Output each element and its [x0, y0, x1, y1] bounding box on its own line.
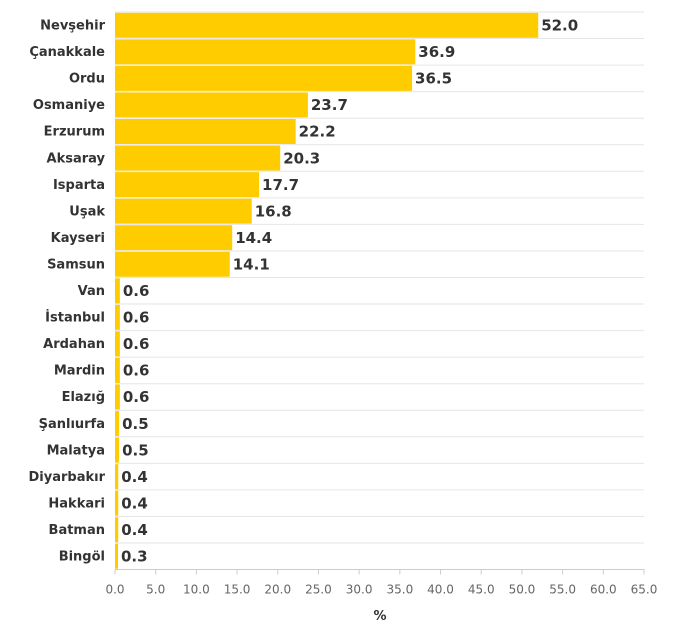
category-label: Uşak: [69, 204, 105, 219]
bar: [115, 39, 416, 65]
value-label: 0.6: [123, 388, 150, 406]
x-tick-label: 35.0: [386, 583, 413, 597]
bar: [115, 304, 120, 330]
category-label: Hakkari: [48, 496, 105, 511]
bar: [115, 437, 120, 463]
value-label: 0.4: [121, 494, 148, 512]
value-label: 14.4: [235, 229, 272, 247]
bar: [115, 543, 118, 569]
category-label: Samsun: [47, 257, 105, 272]
bars: [115, 12, 539, 569]
bar: [115, 12, 539, 38]
x-tick-label: 5.0: [146, 583, 165, 597]
x-axis-title: %: [373, 609, 386, 624]
value-label: 23.7: [311, 96, 348, 114]
bar: [115, 225, 233, 251]
value-label: 0.4: [121, 468, 148, 486]
value-label: 0.4: [121, 521, 148, 539]
category-label: Nevşehir: [40, 19, 105, 34]
category-label: Çanakkale: [29, 45, 105, 60]
value-label: 14.1: [233, 255, 270, 273]
value-label: 0.3: [121, 548, 148, 566]
bar: [115, 411, 120, 437]
category-label: Malatya: [47, 443, 105, 458]
value-label: 16.8: [255, 202, 292, 220]
category-label: İstanbul: [45, 310, 105, 326]
bar: [115, 517, 119, 543]
category-label: Ordu: [69, 72, 105, 87]
category-label: Şanlıurfa: [39, 417, 105, 432]
bar: [115, 490, 119, 516]
value-label: 22.2: [299, 123, 336, 141]
category-label: Kayseri: [51, 231, 105, 246]
category-label: Bingöl: [59, 550, 105, 565]
bar: [115, 464, 119, 490]
gridlines: [115, 11, 644, 571]
category-label: Isparta: [53, 178, 105, 193]
category-labels: Nevşehir Çanakkale Ordu Osmaniye Erzurum Aksa…: [29, 19, 106, 565]
category-label: Mardin: [54, 364, 105, 379]
x-axis-ticks: 0.0 5.0 10.0 15.0 20.0 25.0 30.0 35.0 40.0 45.0 50…: [105, 569, 658, 597]
x-tick-label: 50.0: [509, 583, 536, 597]
value-label: 17.7: [262, 176, 299, 194]
value-label: 36.5: [415, 70, 452, 88]
x-tick-label: 20.0: [264, 583, 291, 597]
x-tick-label: 60.0: [590, 583, 617, 597]
bar: [115, 145, 281, 171]
bar: [115, 65, 413, 91]
x-tick-label: 55.0: [549, 583, 576, 597]
category-label: Batman: [49, 523, 105, 538]
x-tick-label: 40.0: [427, 583, 454, 597]
value-label: 0.6: [123, 282, 150, 300]
x-tick-label: 65.0: [631, 583, 658, 597]
bar: [115, 92, 308, 118]
bar: [115, 172, 260, 198]
bar: [115, 251, 230, 277]
value-label: 52.0: [541, 17, 578, 35]
value-label: 36.9: [418, 43, 455, 61]
value-labels: 52.0 36.9 36.5 23.7 22.2 20.3 17.7 16.8 14.4 14.1…: [121, 17, 578, 566]
bar: [115, 278, 120, 304]
value-label: 0.5: [122, 441, 149, 459]
value-label: 0.6: [123, 309, 150, 327]
category-label: Elazığ: [62, 390, 105, 405]
x-tick-label: 45.0: [468, 583, 495, 597]
value-label: 20.3: [283, 149, 320, 167]
category-label: Aksaray: [47, 151, 106, 166]
category-label: Erzurum: [44, 125, 105, 140]
bar: [115, 119, 296, 144]
x-tick-label: 15.0: [224, 583, 251, 597]
x-tick-label: 0.0: [105, 583, 124, 597]
value-label: 0.5: [122, 415, 149, 433]
bar: [115, 384, 120, 410]
x-tick-label: 10.0: [183, 583, 210, 597]
x-tick-label: 30.0: [346, 583, 373, 597]
bar: [115, 357, 120, 383]
bar: [115, 331, 120, 357]
value-label: 0.6: [123, 335, 150, 353]
value-label: 0.6: [123, 362, 150, 380]
category-label: Osmaniye: [33, 98, 105, 113]
category-label: Ardahan: [43, 337, 105, 352]
bar: [115, 198, 252, 224]
category-label: Van: [78, 284, 105, 299]
category-label: Diyarbakır: [29, 470, 106, 485]
x-tick-label: 25.0: [305, 583, 332, 597]
